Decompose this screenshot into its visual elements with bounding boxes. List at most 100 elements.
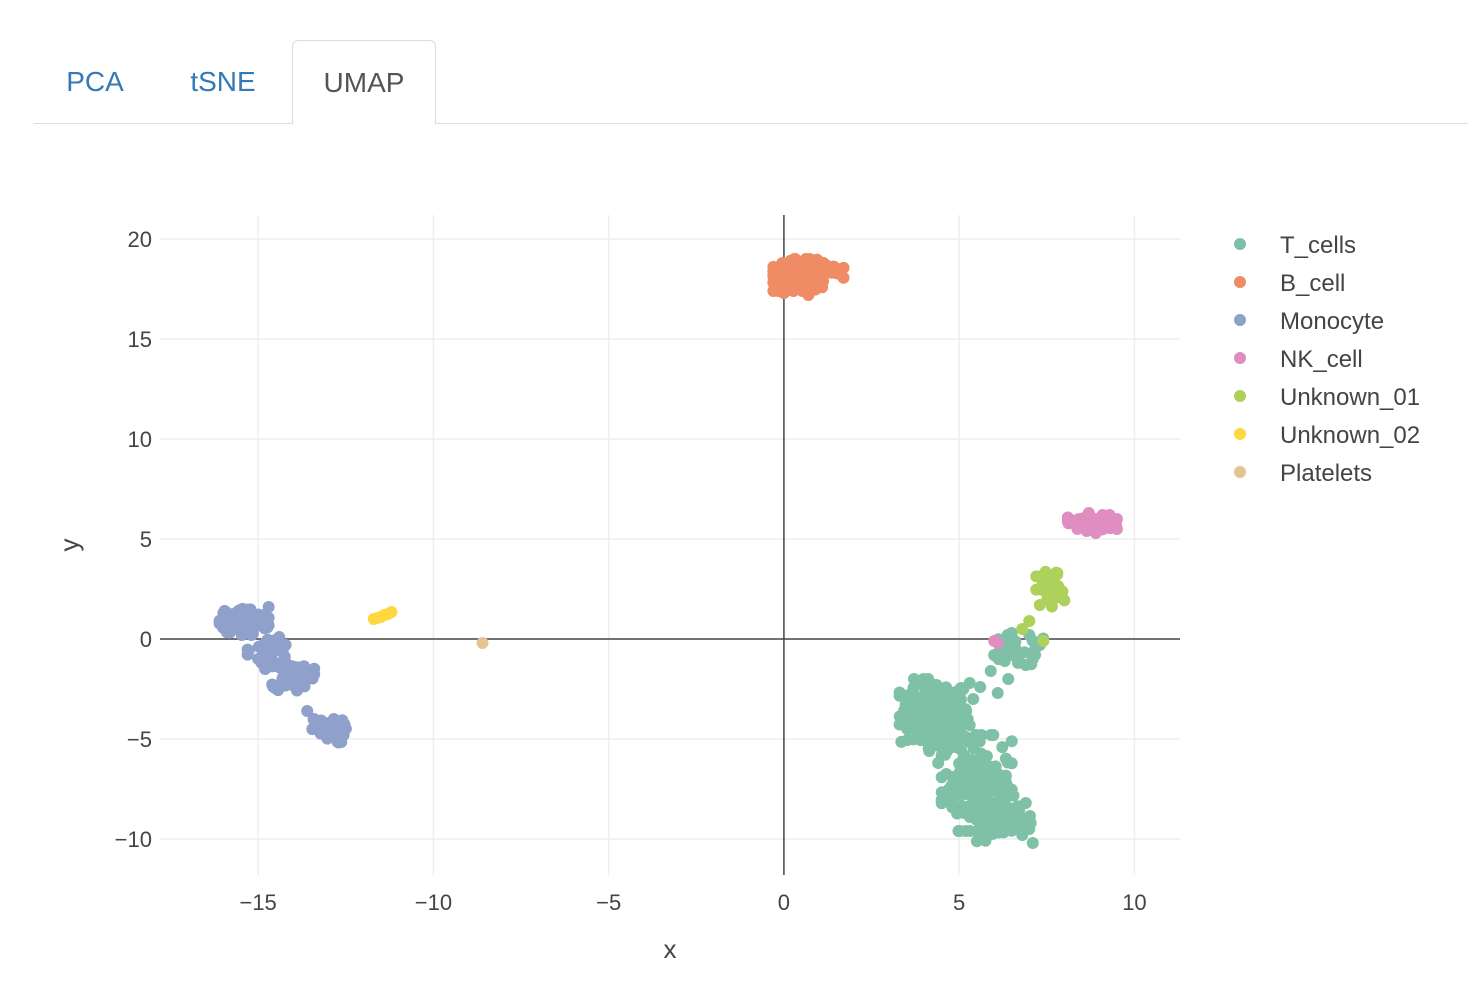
data-point[interactable] [972, 765, 985, 778]
data-point[interactable] [963, 677, 976, 689]
data-point[interactable] [911, 691, 924, 703]
data-point[interactable] [256, 609, 269, 622]
data-point[interactable] [777, 287, 790, 299]
legend-item-label[interactable]: Unknown_02 [1280, 422, 1420, 449]
data-point[interactable] [930, 739, 943, 752]
data-point[interactable] [996, 741, 1009, 754]
data-point[interactable] [801, 256, 814, 269]
data-point[interactable] [918, 701, 931, 714]
legend-item-label[interactable]: Monocyte [1280, 308, 1384, 335]
data-point[interactable] [935, 771, 948, 784]
legend-item-label[interactable]: Platelets [1280, 460, 1372, 487]
data-point[interactable] [1026, 837, 1039, 849]
data-point[interactable] [338, 718, 351, 731]
data-point[interactable] [1001, 756, 1014, 769]
data-point[interactable] [1002, 673, 1015, 685]
data-point[interactable] [1033, 599, 1046, 611]
data-point[interactable] [960, 705, 973, 717]
data-point[interactable] [975, 729, 988, 741]
data-point[interactable] [805, 268, 818, 281]
data-point[interactable] [1040, 577, 1053, 589]
legend-item-label[interactable]: Unknown_01 [1280, 384, 1420, 411]
data-point[interactable] [273, 631, 286, 643]
data-point[interactable] [1023, 615, 1036, 627]
data-point[interactable] [1026, 653, 1039, 665]
data-point[interactable] [223, 626, 236, 639]
data-point[interactable] [953, 717, 966, 729]
data-point[interactable] [962, 762, 975, 775]
data-point[interactable] [908, 673, 921, 685]
data-point[interactable] [974, 681, 987, 693]
data-point[interactable] [954, 743, 967, 756]
data-point[interactable] [280, 669, 293, 682]
data-point[interactable] [967, 693, 980, 705]
legend-item-label[interactable]: T_cells [1280, 232, 1356, 259]
data-point[interactable] [951, 699, 964, 712]
data-point[interactable] [932, 757, 945, 769]
data-point[interactable] [319, 727, 332, 740]
data-point[interactable] [975, 747, 988, 760]
legend-item-label[interactable]: NK_cell [1280, 346, 1363, 373]
data-point[interactable] [1110, 523, 1123, 535]
data-point[interactable] [1005, 627, 1018, 639]
data-point[interactable] [243, 620, 256, 633]
data-point[interactable] [255, 657, 268, 669]
data-point[interactable] [987, 729, 1000, 741]
data-point[interactable] [276, 679, 289, 691]
data-point[interactable] [285, 660, 298, 673]
data-point[interactable] [476, 637, 489, 649]
data-point[interactable] [988, 649, 1001, 661]
data-point[interactable] [1089, 527, 1102, 539]
data-point[interactable] [945, 796, 958, 809]
data-point[interactable] [953, 733, 966, 745]
data-point[interactable] [1019, 797, 1032, 809]
data-point[interactable] [802, 289, 815, 301]
data-point[interactable] [830, 263, 843, 275]
data-point[interactable] [970, 813, 983, 826]
data-point[interactable] [385, 606, 398, 618]
data-point[interactable] [1008, 641, 1021, 654]
data-point[interactable] [298, 660, 311, 673]
data-point[interactable] [291, 678, 304, 691]
data-point[interactable] [1054, 587, 1067, 599]
data-point[interactable] [1023, 823, 1036, 835]
data-point[interactable] [1082, 507, 1095, 519]
data-point[interactable] [1005, 807, 1018, 819]
data-point[interactable] [956, 787, 969, 800]
data-point[interactable] [999, 773, 1012, 786]
data-point[interactable] [788, 253, 801, 265]
data-point[interactable] [987, 767, 1000, 780]
data-point[interactable] [988, 635, 1001, 647]
tab-umap[interactable]: UMAP [292, 40, 436, 125]
tab-tsne[interactable]: tSNE [190, 66, 256, 97]
data-point[interactable] [967, 804, 980, 817]
data-point[interactable] [1037, 635, 1050, 647]
data-point[interactable] [275, 644, 288, 657]
data-point[interactable] [819, 259, 832, 272]
data-point[interactable] [935, 712, 948, 725]
data-point[interactable] [301, 705, 314, 717]
data-point[interactable] [901, 734, 914, 747]
data-point[interactable] [979, 802, 992, 815]
data-point[interactable] [998, 655, 1011, 667]
data-point[interactable] [1068, 515, 1081, 527]
data-point[interactable] [978, 777, 991, 790]
data-point[interactable] [914, 715, 927, 728]
data-point[interactable] [963, 825, 976, 837]
data-point[interactable] [939, 745, 952, 757]
data-point[interactable] [795, 273, 808, 286]
data-point[interactable] [991, 687, 1004, 699]
data-point[interactable] [893, 689, 906, 702]
data-point[interactable] [308, 662, 321, 675]
data-point[interactable] [308, 713, 321, 725]
data-point[interactable] [924, 690, 937, 703]
data-point[interactable] [326, 718, 339, 731]
data-point[interactable] [970, 835, 983, 848]
data-point[interactable] [1098, 517, 1111, 530]
data-point[interactable] [942, 700, 955, 713]
data-point[interactable] [942, 723, 955, 735]
data-point[interactable] [220, 617, 233, 629]
data-point[interactable] [955, 682, 968, 695]
data-point[interactable] [767, 265, 780, 277]
